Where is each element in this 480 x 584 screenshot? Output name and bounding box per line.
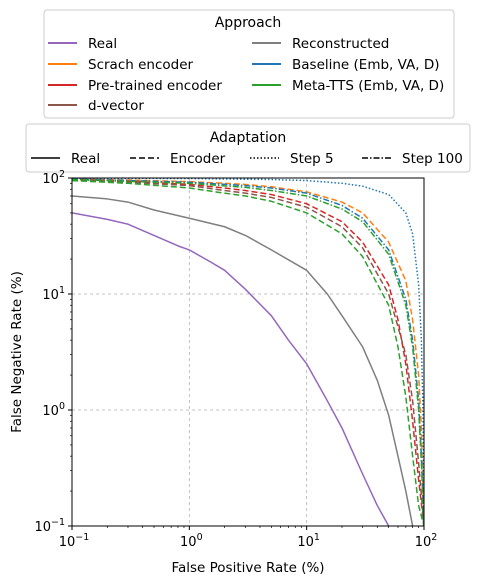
x-axis-label: False Positive Rate (%) [171, 560, 324, 576]
y-tick-label-mantissa: 10 [34, 520, 51, 535]
plot-frame [71, 177, 425, 527]
series-line-real-real [72, 212, 390, 526]
approach-legend-frame [43, 9, 455, 119]
x-tick-label-mantissa: 10 [415, 535, 432, 550]
x-tick-label-exponent: 0 [197, 532, 203, 543]
adaptation-legend: Adaptation Real Encoder Step 5 Step 100 [25, 123, 471, 173]
x-tick-label-mantissa: 10 [297, 535, 314, 550]
x-tick-label-exponent: 1 [314, 532, 320, 543]
approach-legend-label: Scrach encoder [88, 57, 194, 73]
y-tick-label-exponent: 1 [59, 285, 65, 296]
y-tick-label: 100 [42, 401, 65, 419]
series-line-baseline-emb-va-d-step-5 [72, 178, 424, 526]
adaptation-legend-label: Encoder [170, 151, 226, 167]
approach-legend-title: Approach [215, 15, 282, 31]
x-tick-label-mantissa: 10 [59, 535, 76, 550]
grid-lines [72, 178, 424, 526]
adaptation-legend-label: Real [71, 151, 100, 167]
adaptation-legend-label: Step 100 [402, 151, 463, 167]
y-tick-label: 102 [42, 169, 65, 187]
series-line-scrach-encoder-encoder [72, 178, 424, 526]
x-tick-label: 102 [415, 532, 438, 550]
y-tick-label-mantissa: 10 [42, 288, 59, 303]
x-tick-label: 10−1 [59, 532, 90, 550]
x-tick-label: 101 [297, 532, 320, 550]
y-tick-label-exponent: 2 [59, 169, 65, 180]
series-line-baseline-emb-va-d-step-100 [72, 178, 424, 526]
series-line-meta-tts-emb-va-d-step-100 [72, 178, 424, 526]
y-axis-label: False Negative Rate (%) [9, 271, 25, 433]
series-line-d-vector-encoder [72, 179, 424, 526]
x-tick-label: 100 [180, 532, 203, 550]
x-tick-label-exponent: 2 [431, 532, 437, 543]
approach-legend: Approach Real Scrach encoder Pre-trained e… [43, 9, 455, 119]
y-tick-label: 10−1 [34, 517, 65, 535]
series-layer [72, 178, 424, 526]
approach-legend-label: d-vector [88, 98, 144, 114]
approach-legend-label: Baseline (Emb, VA, D) [292, 57, 439, 73]
y-tick-label: 101 [42, 285, 65, 303]
adaptation-legend-frame [25, 123, 471, 173]
approach-legend-label: Real [88, 36, 117, 52]
series-line-reconstructed-real [72, 195, 414, 526]
y-tick-label-mantissa: 10 [42, 172, 59, 187]
adaptation-legend-label: Step 5 [290, 151, 334, 167]
y-tick-label-mantissa: 10 [42, 404, 59, 419]
approach-legend-label: Pre-trained encoder [88, 78, 222, 94]
series-line-pre-trained-encoder-encoder [72, 178, 424, 526]
y-tick-label-exponent: 0 [59, 401, 65, 412]
approach-legend-label: Reconstructed [292, 36, 389, 52]
approach-legend-label: Meta-TTS (Emb, VA, D) [292, 78, 444, 94]
adaptation-legend-title: Adaptation [210, 130, 287, 146]
x-tick-label-exponent: −1 [75, 532, 89, 543]
series-line-meta-tts-emb-va-d-encoder [72, 179, 424, 526]
x-tick-label-mantissa: 10 [180, 535, 197, 550]
y-tick-label-exponent: −1 [51, 517, 65, 528]
